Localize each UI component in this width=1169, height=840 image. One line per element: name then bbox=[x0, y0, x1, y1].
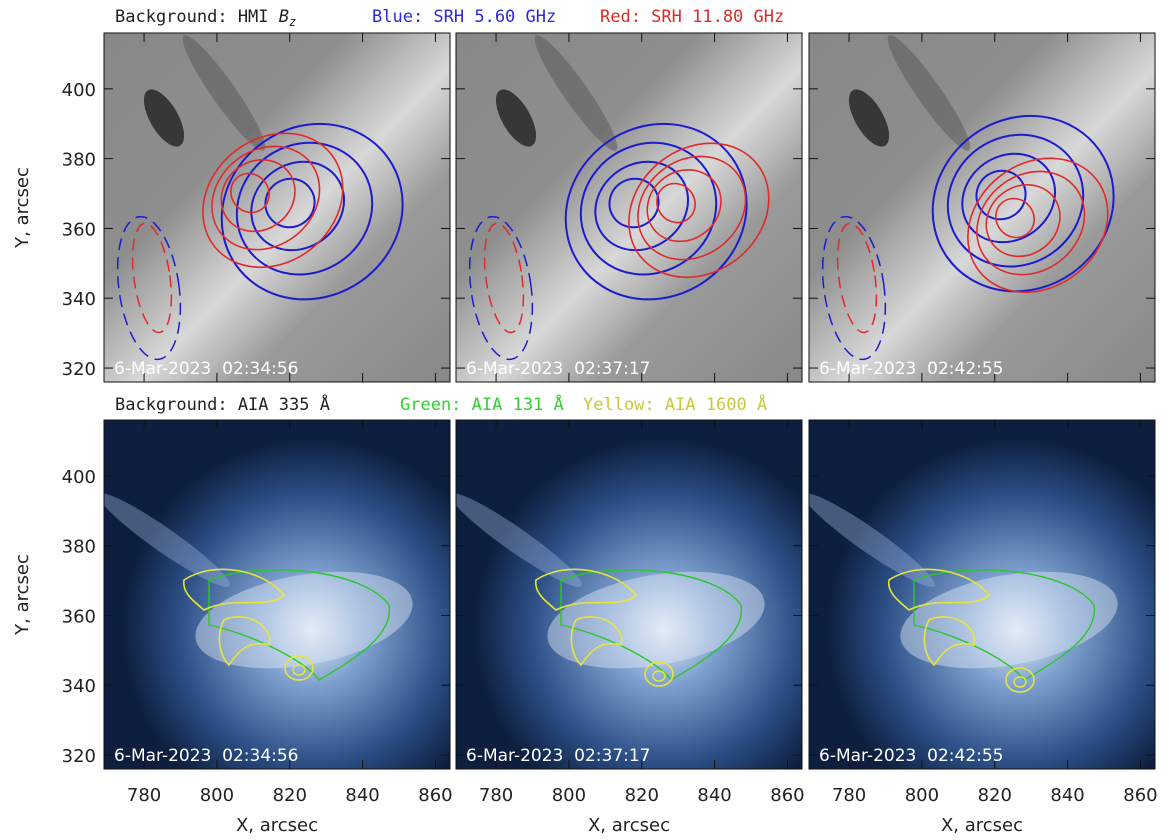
x-tick-label: 820 bbox=[625, 785, 659, 806]
timestamp: 6-Mar-2023 02:37:17 bbox=[466, 746, 651, 766]
panel-content bbox=[809, 29, 1155, 382]
panel-content bbox=[456, 29, 802, 382]
panel-image bbox=[809, 29, 1155, 382]
y-tick-label: 400 bbox=[62, 467, 96, 488]
x-tick-label: 840 bbox=[1050, 785, 1084, 806]
timestamp: 6-Mar-2023 02:37:17 bbox=[466, 359, 651, 379]
x-tick-label: 780 bbox=[479, 785, 513, 806]
x-tick-label: 860 bbox=[770, 785, 804, 806]
panel-image bbox=[797, 420, 1155, 769]
x-tick-label: 800 bbox=[200, 785, 234, 806]
y-tick-label: 320 bbox=[62, 359, 96, 380]
hmi-background bbox=[456, 33, 802, 382]
x-axis-label: X, arcsec bbox=[236, 815, 318, 836]
y-tick-label: 360 bbox=[62, 606, 96, 627]
top-caption: Background: HMI Bz bbox=[115, 7, 296, 29]
panel-image bbox=[104, 29, 450, 382]
x-tick-label: 840 bbox=[345, 785, 379, 806]
y-tick-label: 340 bbox=[62, 289, 96, 310]
x-tick-label: 800 bbox=[905, 785, 939, 806]
y-tick-label: 380 bbox=[62, 537, 96, 558]
panel-content bbox=[92, 420, 450, 769]
x-tick-label: 780 bbox=[832, 785, 866, 806]
y-tick-label: 340 bbox=[62, 676, 96, 697]
figure: Background: HMI Bz Blue: SRH 5.60 GHz Re… bbox=[0, 0, 1169, 840]
timestamp: 6-Mar-2023 02:42:55 bbox=[819, 359, 1004, 379]
y-tick-label: 360 bbox=[62, 219, 96, 240]
y-axis-label: Y, arcsec bbox=[12, 554, 33, 636]
caption-background: Background: HMI bbox=[115, 7, 269, 27]
x-tick-label: 840 bbox=[697, 785, 731, 806]
caption-yellow: Yellow: AIA 1600 Å bbox=[583, 393, 767, 415]
x-tick-label: 860 bbox=[418, 785, 452, 806]
x-tick-label: 860 bbox=[1123, 785, 1157, 806]
panel-image bbox=[456, 29, 802, 382]
y-tick-label: 320 bbox=[62, 746, 96, 767]
y-tick-label: 400 bbox=[62, 80, 96, 101]
panel-content bbox=[104, 29, 450, 382]
caption-red: Red: SRH 11.80 GHz bbox=[600, 7, 784, 27]
panel-image bbox=[92, 420, 450, 769]
caption-green: Green: AIA 131 Å bbox=[400, 393, 564, 415]
x-axis-label: X, arcsec bbox=[941, 815, 1023, 836]
timestamp: 6-Mar-2023 02:34:56 bbox=[114, 359, 299, 379]
x-tick-label: 820 bbox=[273, 785, 307, 806]
y-axis-label: Y, arcsec bbox=[12, 167, 33, 249]
x-tick-label: 820 bbox=[978, 785, 1012, 806]
caption-background-aia: Background: AIA 335 Å bbox=[115, 393, 330, 415]
timestamp: 6-Mar-2023 02:42:55 bbox=[819, 746, 1004, 766]
x-tick-label: 780 bbox=[127, 785, 161, 806]
timestamp: 6-Mar-2023 02:34:56 bbox=[114, 746, 299, 766]
panel-image bbox=[444, 420, 802, 769]
caption-symbol: B bbox=[279, 7, 289, 27]
x-axis-label: X, arcsec bbox=[588, 815, 670, 836]
caption-blue: Blue: SRH 5.60 GHz bbox=[372, 7, 556, 27]
panel-content bbox=[444, 420, 802, 769]
y-tick-label: 380 bbox=[62, 150, 96, 171]
caption-subscript: z bbox=[289, 15, 296, 29]
hmi-background bbox=[104, 33, 450, 382]
x-tick-label: 800 bbox=[552, 785, 586, 806]
panel-content bbox=[797, 420, 1155, 769]
